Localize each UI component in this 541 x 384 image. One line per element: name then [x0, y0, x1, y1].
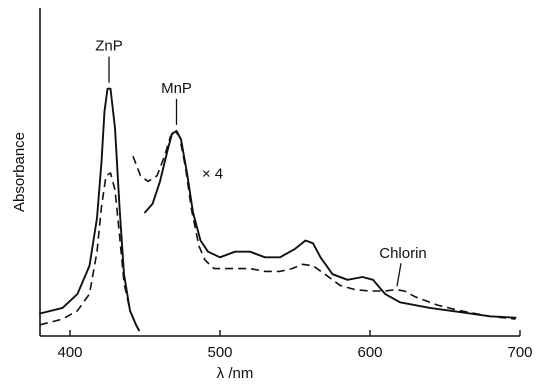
spectrum-curve-dashed-1: [39, 172, 140, 331]
label-scale-factor: × 4: [202, 166, 223, 183]
y-axis-label: Absorbance: [11, 132, 28, 212]
x-tick-label: 700: [507, 344, 532, 361]
label-chlorin: Chlorin: [379, 245, 427, 262]
label-mnp: MnP: [161, 80, 192, 97]
x-tick-label: 600: [357, 344, 382, 361]
spectra-curves: [39, 87, 517, 332]
label-znp: ZnP: [95, 38, 123, 55]
peak-annotations: ZnP MnP × 4 Chlorin: [95, 38, 427, 287]
x-axis-label: λ /nm: [217, 365, 254, 382]
x-ticks: 400 500 600 700: [57, 330, 533, 361]
leader-chlorin: [396, 263, 402, 287]
x-tick-label: 500: [207, 344, 232, 361]
spectrum-curve-dashed-3: [132, 130, 516, 320]
spectrum-curve-solid-0: [39, 87, 140, 332]
x-tick-label: 400: [57, 344, 82, 361]
axes: [39, 8, 520, 337]
spectrum-curve-solid-2: [144, 129, 517, 319]
